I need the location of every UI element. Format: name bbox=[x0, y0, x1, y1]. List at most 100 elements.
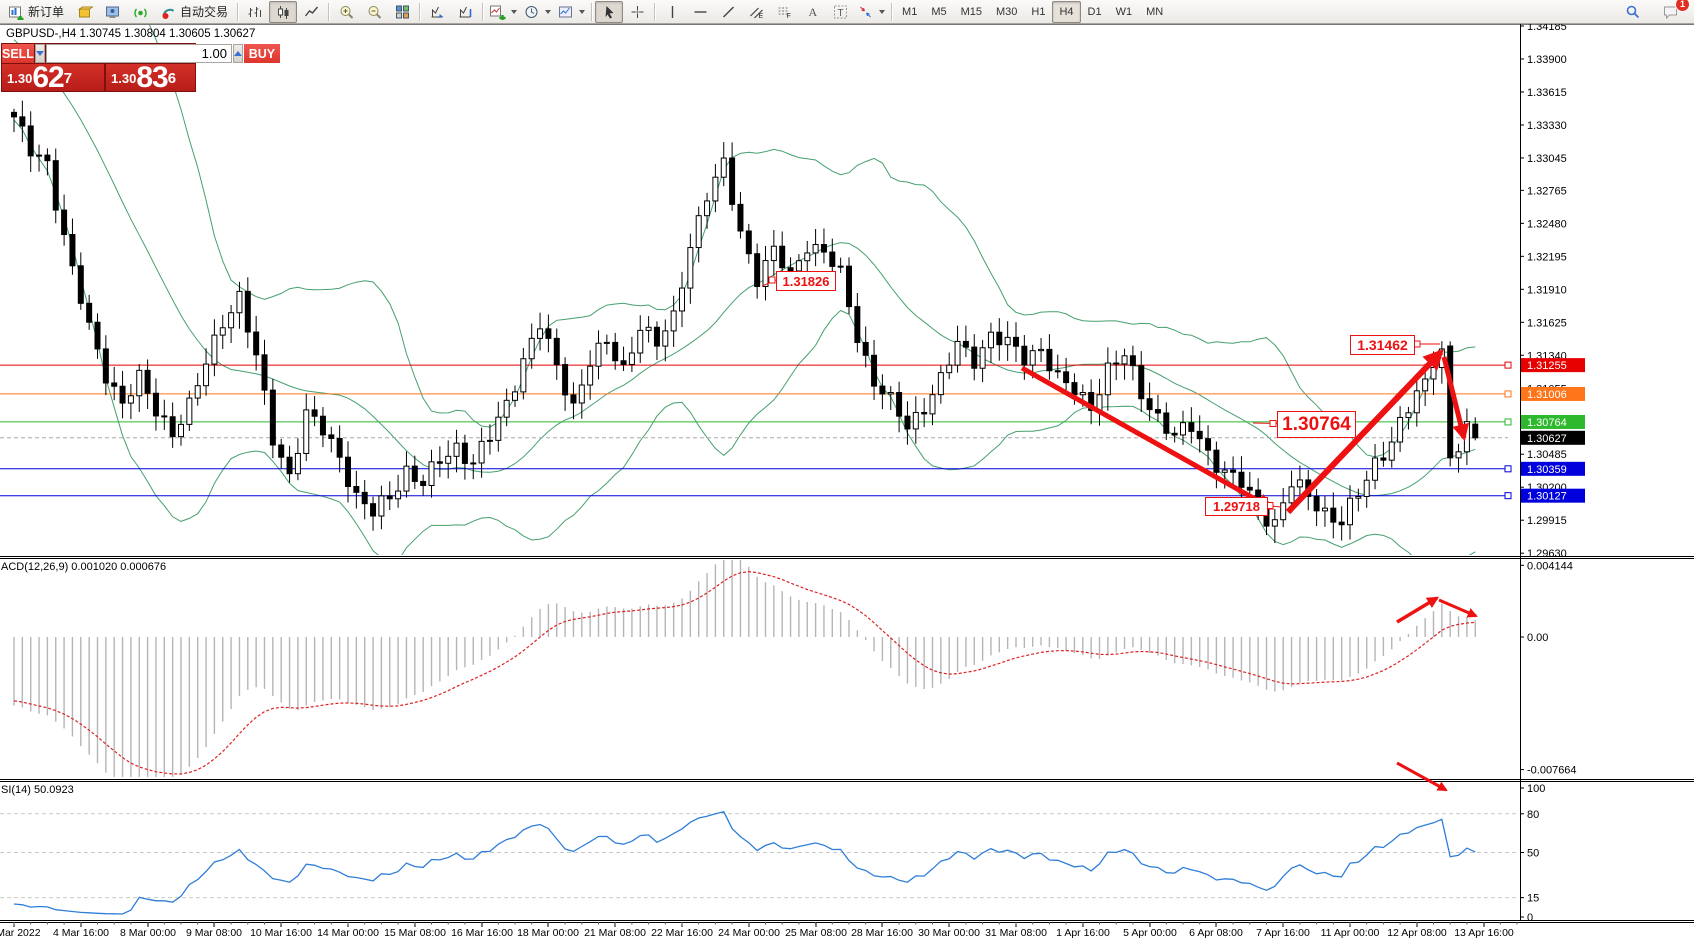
svg-text:T: T bbox=[837, 8, 843, 19]
auto-scroll-button[interactable] bbox=[423, 1, 451, 23]
timeframe-d1[interactable]: D1 bbox=[1087, 5, 1102, 18]
price-badge-1.31006 bbox=[1521, 386, 1585, 401]
svg-text:7 Apr 16:00: 7 Apr 16:00 bbox=[1256, 927, 1310, 939]
bar-chart-button[interactable] bbox=[241, 1, 269, 23]
signals-button[interactable] bbox=[126, 1, 154, 23]
volume-input[interactable] bbox=[45, 44, 232, 63]
one-click-trading-panel: SELL BUY 1.30 62 7 1.30 83 6 bbox=[1, 43, 280, 93]
templates-button[interactable] bbox=[554, 1, 588, 23]
text-button[interactable]: A bbox=[798, 1, 826, 23]
notification-badge: 1 bbox=[1675, 0, 1690, 12]
timeframe-w1[interactable]: W1 bbox=[1115, 5, 1133, 18]
buy-price[interactable]: 1.30 83 6 bbox=[106, 63, 195, 93]
horizontal-line-button[interactable] bbox=[686, 1, 714, 23]
zoom-out-button[interactable] bbox=[360, 1, 388, 23]
notifications-button[interactable]: 1 bbox=[1656, 0, 1690, 23]
timeframe-m1[interactable]: M1 bbox=[902, 5, 918, 18]
clock-icon bbox=[523, 4, 540, 20]
channel-button[interactable]: E bbox=[742, 1, 770, 23]
rsi-line bbox=[13, 811, 1476, 915]
svg-text:0.004144: 0.004144 bbox=[1527, 560, 1573, 572]
text-label-button[interactable]: T bbox=[826, 1, 854, 23]
periods-button[interactable] bbox=[520, 1, 554, 23]
fibonacci-button[interactable]: F bbox=[770, 1, 798, 23]
crosshair-button[interactable] bbox=[623, 1, 651, 23]
timeframe-mn[interactable]: MN bbox=[1146, 5, 1164, 18]
search-icon bbox=[1624, 4, 1641, 20]
tile-windows-button[interactable] bbox=[388, 1, 416, 23]
level-handle bbox=[1504, 418, 1512, 426]
svg-text:13 Apr 16:00: 13 Apr 16:00 bbox=[1454, 927, 1514, 939]
svg-text:F: F bbox=[786, 13, 790, 20]
text-icon: A bbox=[804, 4, 821, 20]
macd-signal-line bbox=[13, 570, 1476, 775]
svg-text:1.30764: 1.30764 bbox=[1527, 417, 1567, 429]
sell-button[interactable]: SELL bbox=[2, 44, 34, 63]
svg-text:11 Apr 00:00: 11 Apr 00:00 bbox=[1321, 927, 1380, 939]
autotrading-icon bbox=[160, 4, 177, 20]
trendline-button[interactable] bbox=[714, 1, 742, 23]
volume-increase-button[interactable] bbox=[232, 44, 243, 63]
indicators-button[interactable] bbox=[486, 1, 520, 23]
level-handle bbox=[1504, 465, 1512, 473]
toolbar-separator bbox=[328, 2, 330, 21]
svg-text:1.33045: 1.33045 bbox=[1527, 153, 1567, 165]
sell-price[interactable]: 1.30 62 7 bbox=[2, 63, 104, 93]
price-annotation[interactable]: 1.31826 bbox=[776, 271, 836, 291]
indicators-icon bbox=[489, 4, 506, 21]
timeframe-m30[interactable]: M30 bbox=[996, 5, 1018, 18]
cursor-button[interactable] bbox=[595, 0, 624, 23]
toolbar-separator bbox=[482, 2, 484, 21]
search-button[interactable] bbox=[1618, 1, 1646, 23]
svg-text:1.32480: 1.32480 bbox=[1527, 218, 1567, 230]
triangle-down-icon bbox=[35, 51, 44, 56]
trendline-icon bbox=[720, 4, 737, 20]
time-axis[interactable]: 3 Mar 2022 4 Mar 16:00 8 Mar 00:00 9 Mar 08… bbox=[0, 922, 1518, 939]
svg-text:1.31625: 1.31625 bbox=[1527, 317, 1567, 329]
toolbar: 新订单 自动交易 E F A T bbox=[0, 0, 1694, 24]
buy-button[interactable]: BUY bbox=[243, 44, 280, 63]
macd-panel bbox=[13, 560, 1476, 777]
price-axis[interactable]: 1.34185 1.33900 1.33615 1.33330 1.33045 1.327… bbox=[1520, 21, 1585, 924]
price-badge-1.30359 bbox=[1521, 461, 1585, 476]
volume-decrease-button[interactable] bbox=[34, 44, 45, 63]
deposit-button[interactable] bbox=[70, 1, 98, 23]
svg-text:16 Mar 16:00: 16 Mar 16:00 bbox=[451, 927, 513, 939]
vertical-line-button[interactable] bbox=[658, 1, 686, 23]
price-badge-1.30627 bbox=[1521, 430, 1585, 445]
chart-shift-icon bbox=[457, 4, 474, 20]
price-annotation[interactable]: 1.29718 bbox=[1205, 497, 1268, 516]
svg-text:6 Apr 08:00: 6 Apr 08:00 bbox=[1189, 927, 1243, 939]
candlestick-chart-button[interactable] bbox=[269, 0, 298, 23]
new-order-button[interactable]: 新订单 bbox=[2, 1, 70, 23]
arrows-button[interactable] bbox=[854, 1, 888, 23]
zoom-in-button[interactable] bbox=[332, 1, 360, 23]
zoom-in-icon bbox=[338, 4, 355, 20]
svg-text:4 Mar 16:00: 4 Mar 16:00 bbox=[53, 927, 109, 939]
one-click-controls: SELL BUY bbox=[2, 44, 280, 63]
toolbar-separator bbox=[237, 2, 239, 21]
timeframe-h4[interactable]: H4 bbox=[1052, 0, 1081, 23]
toolbar-separator bbox=[591, 2, 593, 21]
line-chart-button[interactable] bbox=[297, 1, 325, 23]
timeframe-h1[interactable]: H1 bbox=[1031, 5, 1046, 18]
price-annotation[interactable]: 1.31462 bbox=[1350, 335, 1415, 355]
text-label-icon: T bbox=[832, 4, 849, 20]
crosshair-icon bbox=[629, 4, 646, 20]
level-handle bbox=[1504, 361, 1512, 369]
timeframe-m5[interactable]: M5 bbox=[931, 5, 947, 18]
chart-shift-button[interactable] bbox=[451, 1, 479, 23]
price-annotation[interactable]: 1.30764 bbox=[1277, 411, 1356, 438]
horizontal-line-icon bbox=[692, 4, 709, 20]
svg-text:24 Mar 00:00: 24 Mar 00:00 bbox=[718, 927, 780, 939]
timeframe-m15[interactable]: M15 bbox=[960, 5, 982, 18]
candlestick-series bbox=[11, 100, 1479, 544]
trend-arrows[interactable] bbox=[761, 276, 1478, 792]
sell-price-figure: 1.30 bbox=[7, 71, 33, 86]
autotrading-button[interactable]: 自动交易 bbox=[154, 1, 234, 23]
terminal-button[interactable] bbox=[98, 1, 126, 23]
svg-text:1.32765: 1.32765 bbox=[1527, 185, 1567, 197]
svg-text:1.29915: 1.29915 bbox=[1527, 515, 1567, 527]
tile-windows-icon bbox=[394, 4, 411, 20]
